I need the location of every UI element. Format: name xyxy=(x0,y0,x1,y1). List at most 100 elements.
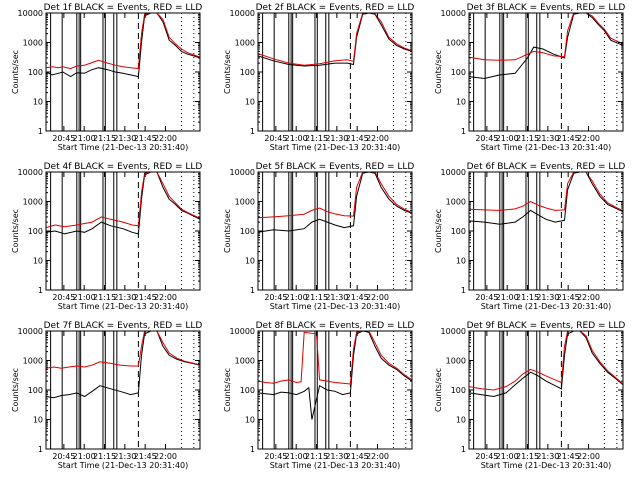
x-tick-label: 21:15 xyxy=(516,134,539,143)
y-tick-label: 1000 xyxy=(23,39,43,48)
y-tick-label: 100 xyxy=(28,227,43,236)
panel-title: Det 8f BLACK = Events, RED = LLD xyxy=(256,321,415,331)
x-axis-label: Start Time (21-Dec-13 20:31:40) xyxy=(58,302,189,311)
y-tick-label: 10000 xyxy=(441,9,466,18)
y-axis-label: Counts/sec xyxy=(434,209,443,253)
x-tick-label: 21:45 xyxy=(557,134,580,143)
y-tick-label: 1000 xyxy=(446,198,466,207)
y-tick-label: 10000 xyxy=(230,327,255,336)
panel-5: Det 5f BLACK = Events, RED = LLD 1 10 100 10… xyxy=(223,162,414,311)
x-tick-label: 21:30 xyxy=(325,134,348,143)
y-tick-label: 100 xyxy=(28,68,43,77)
x-tick-label: 21:00 xyxy=(285,452,308,461)
x-tick-label: 20:45 xyxy=(475,452,498,461)
lld-series-line xyxy=(468,171,624,212)
x-tick-label: 20:45 xyxy=(264,293,287,302)
panel-title: Det 6f BLACK = Events, RED = LLD xyxy=(467,162,626,172)
y-axis-label: Counts/sec xyxy=(223,50,232,94)
y-tick-label: 10 xyxy=(456,98,466,107)
y-axis-label: Counts/sec xyxy=(11,368,20,412)
y-tick-label: 1000 xyxy=(235,39,255,48)
events-series-line xyxy=(257,171,413,233)
events-series-line xyxy=(468,171,624,225)
x-axis-label: Start Time (21-Dec-13 20:31:40) xyxy=(270,461,401,470)
plot-frame xyxy=(257,171,413,291)
y-tick-label: 1000 xyxy=(23,357,43,366)
x-tick-label: 21:30 xyxy=(325,452,348,461)
y-tick-label: 1 xyxy=(250,445,255,454)
x-tick-label: 21:15 xyxy=(93,293,116,302)
x-tick-label: 21:15 xyxy=(93,134,116,143)
y-tick-label: 1 xyxy=(461,445,466,454)
y-tick-label: 10 xyxy=(33,416,43,425)
plot-frame xyxy=(45,12,201,132)
x-tick-label: 21:45 xyxy=(134,452,157,461)
panel-title: Det 4f BLACK = Events, RED = LLD xyxy=(44,162,203,172)
x-tick-label: 21:30 xyxy=(536,293,559,302)
x-tick-label: 22:00 xyxy=(154,452,177,461)
y-tick-label: 10000 xyxy=(230,168,255,177)
events-series-line xyxy=(468,12,624,80)
y-tick-label: 1 xyxy=(38,286,43,295)
x-tick-label: 20:45 xyxy=(264,134,287,143)
x-tick-label: 21:00 xyxy=(285,134,308,143)
y-tick-label: 10000 xyxy=(18,168,43,177)
y-tick-label: 10000 xyxy=(18,327,43,336)
events-series-line xyxy=(257,330,413,420)
x-tick-label: 22:00 xyxy=(366,452,389,461)
y-tick-label: 100 xyxy=(451,227,466,236)
panel-9: Det 9f BLACK = Events, RED = LLD 1 10 100 10… xyxy=(434,321,625,470)
panel-3: Det 3f BLACK = Events, RED = LLD 1 10 100 10… xyxy=(434,3,625,152)
plot-frame xyxy=(45,330,201,450)
lld-series-line xyxy=(257,12,413,66)
y-tick-label: 100 xyxy=(451,68,466,77)
y-axis-label: Counts/sec xyxy=(11,50,20,94)
x-tick-label: 21:15 xyxy=(305,134,328,143)
x-tick-label: 21:30 xyxy=(325,293,348,302)
events-series-line xyxy=(45,171,201,235)
x-tick-label: 21:15 xyxy=(93,452,116,461)
x-tick-label: 20:45 xyxy=(475,134,498,143)
x-tick-label: 21:00 xyxy=(496,134,519,143)
x-tick-label: 21:00 xyxy=(496,452,519,461)
y-tick-label: 10 xyxy=(245,98,255,107)
x-tick-label: 20:45 xyxy=(264,452,287,461)
x-tick-label: 22:00 xyxy=(154,134,177,143)
y-axis-label: Counts/sec xyxy=(434,368,443,412)
y-tick-label: 10 xyxy=(245,257,255,266)
x-tick-label: 21:00 xyxy=(73,452,96,461)
panel-title: Det 9f BLACK = Events, RED = LLD xyxy=(467,321,626,331)
x-tick-label: 22:00 xyxy=(366,293,389,302)
x-tick-label: 21:15 xyxy=(516,293,539,302)
y-tick-label: 1 xyxy=(38,445,43,454)
y-tick-label: 1 xyxy=(38,127,43,136)
y-tick-label: 100 xyxy=(451,386,466,395)
lld-series-line xyxy=(468,12,624,61)
y-tick-label: 100 xyxy=(240,227,255,236)
x-tick-label: 22:00 xyxy=(154,293,177,302)
x-tick-label: 21:45 xyxy=(346,293,369,302)
y-axis-label: Counts/sec xyxy=(11,209,20,253)
panel-6: Det 6f BLACK = Events, RED = LLD 1 10 100 10… xyxy=(434,162,625,311)
y-tick-label: 1 xyxy=(250,127,255,136)
y-tick-label: 10000 xyxy=(441,327,466,336)
x-axis-label: Start Time (21-Dec-13 20:31:40) xyxy=(270,302,401,311)
x-tick-label: 21:00 xyxy=(285,293,308,302)
y-tick-label: 100 xyxy=(28,386,43,395)
x-tick-label: 21:45 xyxy=(557,452,580,461)
panel-title: Det 3f BLACK = Events, RED = LLD xyxy=(467,3,626,13)
panel-title: Det 1f BLACK = Events, RED = LLD xyxy=(44,3,203,13)
x-tick-label: 21:30 xyxy=(113,452,136,461)
y-tick-label: 1000 xyxy=(235,357,255,366)
y-axis-label: Counts/sec xyxy=(223,368,232,412)
panel-title: Det 7f BLACK = Events, RED = LLD xyxy=(44,321,203,331)
events-series-line xyxy=(257,12,413,67)
events-series-line xyxy=(45,12,201,78)
y-tick-label: 1 xyxy=(461,286,466,295)
x-tick-label: 21:15 xyxy=(516,452,539,461)
lld-series-line xyxy=(45,171,201,229)
plot-frame xyxy=(468,171,624,291)
x-tick-label: 20:45 xyxy=(475,293,498,302)
x-tick-label: 22:00 xyxy=(577,293,600,302)
